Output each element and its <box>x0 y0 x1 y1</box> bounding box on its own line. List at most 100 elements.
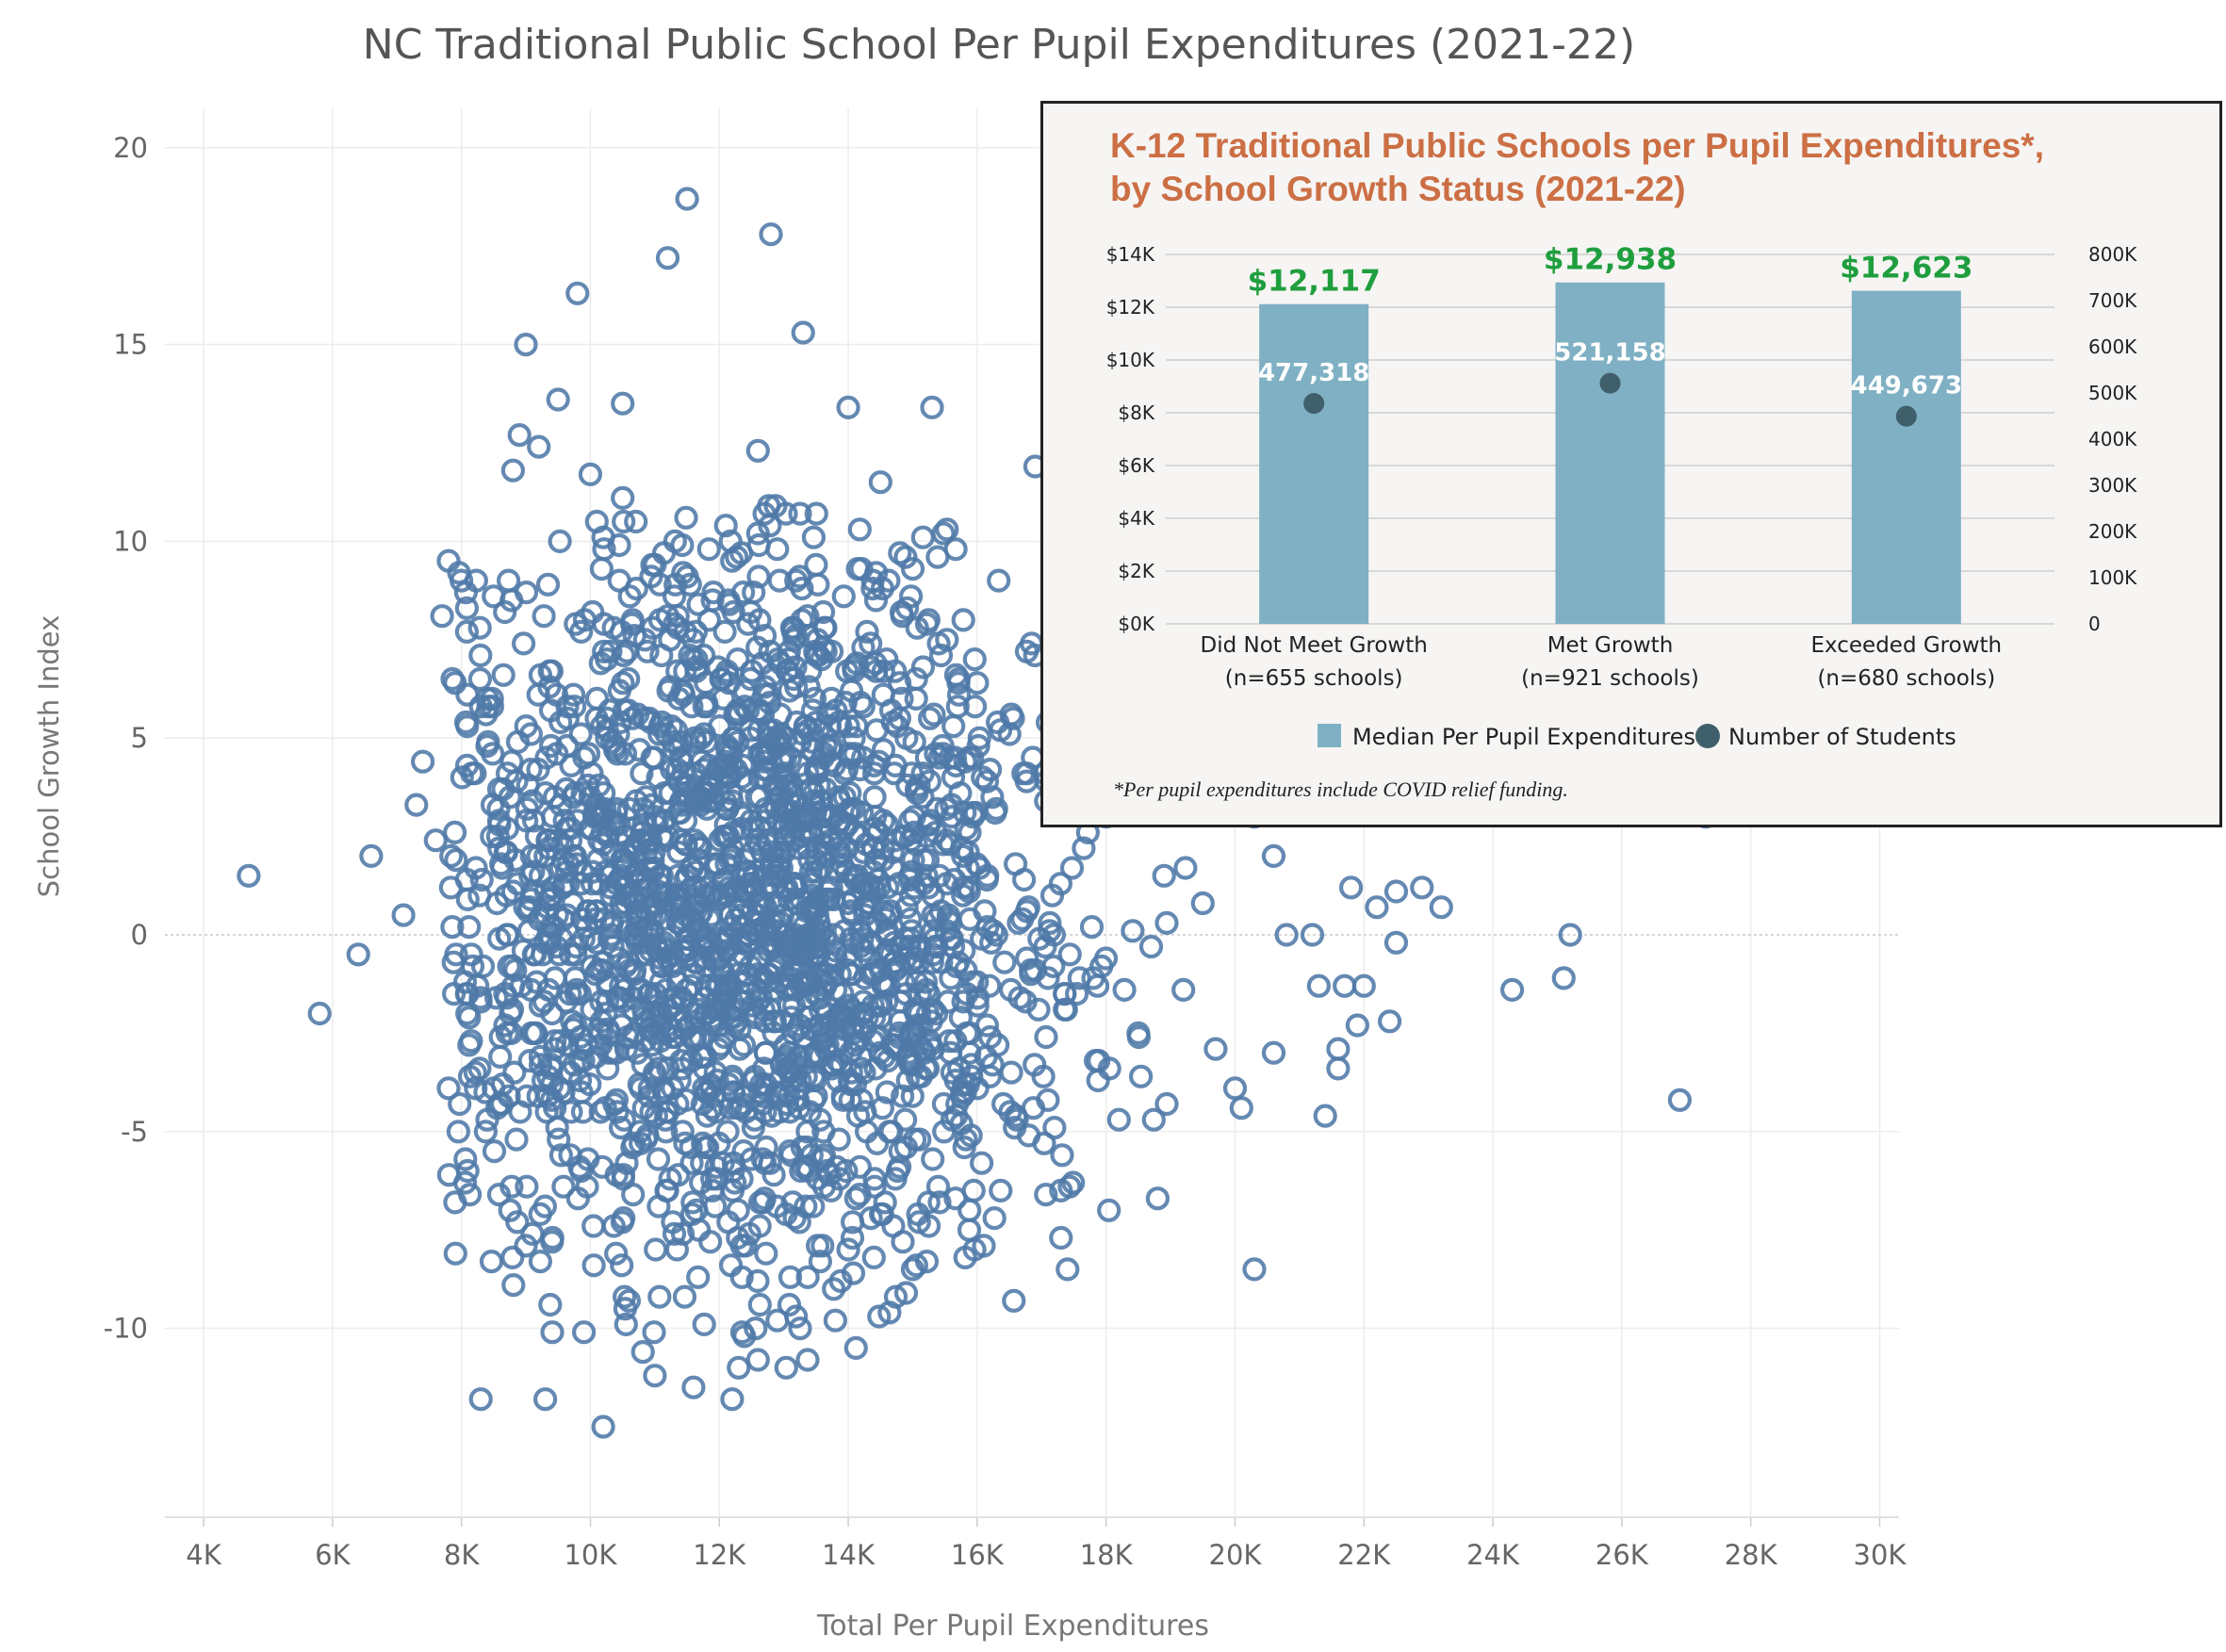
scatter-point <box>630 1339 655 1365</box>
scatter-point <box>701 580 726 605</box>
scatter-point <box>980 785 1005 810</box>
scatter-point <box>849 800 875 826</box>
scatter-point <box>1014 899 1039 924</box>
scatter-point <box>1410 875 1434 900</box>
x-tick-label: 28K <box>1725 1539 1778 1571</box>
scatter-point <box>799 867 824 892</box>
scatter-point <box>448 1091 472 1117</box>
scatter-point <box>1034 1182 1058 1207</box>
scatter-point <box>1326 1056 1350 1081</box>
scatter-point <box>753 1040 778 1065</box>
scatter-point <box>647 1001 672 1026</box>
scatter-point <box>515 1174 539 1199</box>
scatter-point <box>436 1163 461 1187</box>
scatter-point <box>539 659 565 683</box>
scatter-point <box>447 561 471 585</box>
scatter-point <box>640 552 664 578</box>
scatter-point <box>978 1024 1003 1050</box>
scatter-point <box>883 753 908 778</box>
scatter-point <box>476 729 500 754</box>
scatter-point <box>810 745 835 770</box>
scatter-point <box>652 828 677 853</box>
scatter-point <box>548 1143 574 1168</box>
scatter-point <box>796 675 821 699</box>
scatter-point <box>811 1021 836 1046</box>
scatter-point <box>1053 981 1077 1006</box>
scatter-point <box>643 1364 667 1388</box>
scatter-point <box>759 222 783 247</box>
scatter-point <box>694 1044 718 1070</box>
scatter-point <box>1126 1024 1152 1050</box>
scatter-point <box>974 769 1000 793</box>
scatter-point <box>604 1241 629 1266</box>
scatter-point <box>540 1230 565 1254</box>
scatter-point <box>669 1056 695 1081</box>
scatter-point <box>742 580 766 605</box>
scatter-point <box>443 1241 467 1266</box>
left-axis-tick-label: $0K <box>1118 613 1154 635</box>
scatter-point <box>720 1178 745 1203</box>
scatter-point <box>783 655 808 679</box>
left-axis-tick-label: $8K <box>1118 401 1154 424</box>
scatter-point <box>1106 1107 1131 1132</box>
scatter-point <box>694 729 719 754</box>
scatter-point <box>875 1080 899 1104</box>
scatter-point <box>713 812 738 837</box>
scatter-point <box>487 836 512 860</box>
scatter-point <box>610 1253 634 1278</box>
scatter-point <box>751 1190 776 1215</box>
scatter-point <box>807 773 831 797</box>
scatter-point <box>984 923 1008 947</box>
scatter-point <box>777 1084 801 1108</box>
scatter-point <box>661 986 685 1010</box>
scatter-point <box>598 914 623 940</box>
category-sublabel: (n=655 schools) <box>1225 666 1403 691</box>
scatter-point <box>801 525 827 549</box>
scatter-point <box>581 1253 606 1278</box>
scatter-point <box>873 942 897 967</box>
scatter-point <box>528 1044 553 1070</box>
scatter-point <box>631 796 656 821</box>
scatter-point <box>843 742 867 766</box>
scatter-point <box>581 1214 606 1238</box>
category-sublabel: (n=680 schools) <box>1817 666 1995 691</box>
scatter-point <box>483 986 509 1010</box>
bar <box>1555 282 1665 624</box>
scatter-point <box>849 556 874 581</box>
scatter-point <box>688 789 713 813</box>
scatter-point <box>594 1001 618 1026</box>
scatter-point <box>725 545 749 569</box>
scatter-point <box>1558 923 1582 947</box>
scatter-point <box>1145 1186 1170 1211</box>
scatter-point <box>893 545 918 569</box>
scatter-point <box>1171 977 1196 1003</box>
scatter-point <box>832 785 857 810</box>
x-tick-label: 4K <box>186 1539 221 1571</box>
scatter-point <box>611 1163 636 1187</box>
scatter-point <box>715 796 740 821</box>
scatter-point <box>1274 923 1299 947</box>
scatter-point <box>509 973 533 998</box>
scatter-point <box>480 686 504 712</box>
scatter-point <box>677 1013 701 1038</box>
scatter-point <box>905 970 929 994</box>
scatter-point <box>855 619 879 645</box>
scatter-point <box>989 1178 1013 1203</box>
x-tick-label: 14K <box>822 1539 876 1571</box>
scatter-point <box>891 824 915 849</box>
scatter-point <box>887 671 912 695</box>
scatter-point <box>654 1178 679 1203</box>
left-axis-tick-label: $4K <box>1118 507 1154 530</box>
scatter-point <box>675 863 699 888</box>
scatter-point <box>678 572 702 597</box>
scatter-point <box>939 926 963 951</box>
scatter-point <box>584 509 609 534</box>
scatter-point <box>457 914 482 940</box>
scatter-point <box>920 950 944 974</box>
scatter-point <box>589 556 614 581</box>
scatter-point <box>747 742 772 766</box>
scatter-point <box>794 809 818 833</box>
student-count-label: 449,673 <box>1851 372 1962 401</box>
scatter-point <box>679 695 704 719</box>
scatter-point <box>1089 954 1114 979</box>
